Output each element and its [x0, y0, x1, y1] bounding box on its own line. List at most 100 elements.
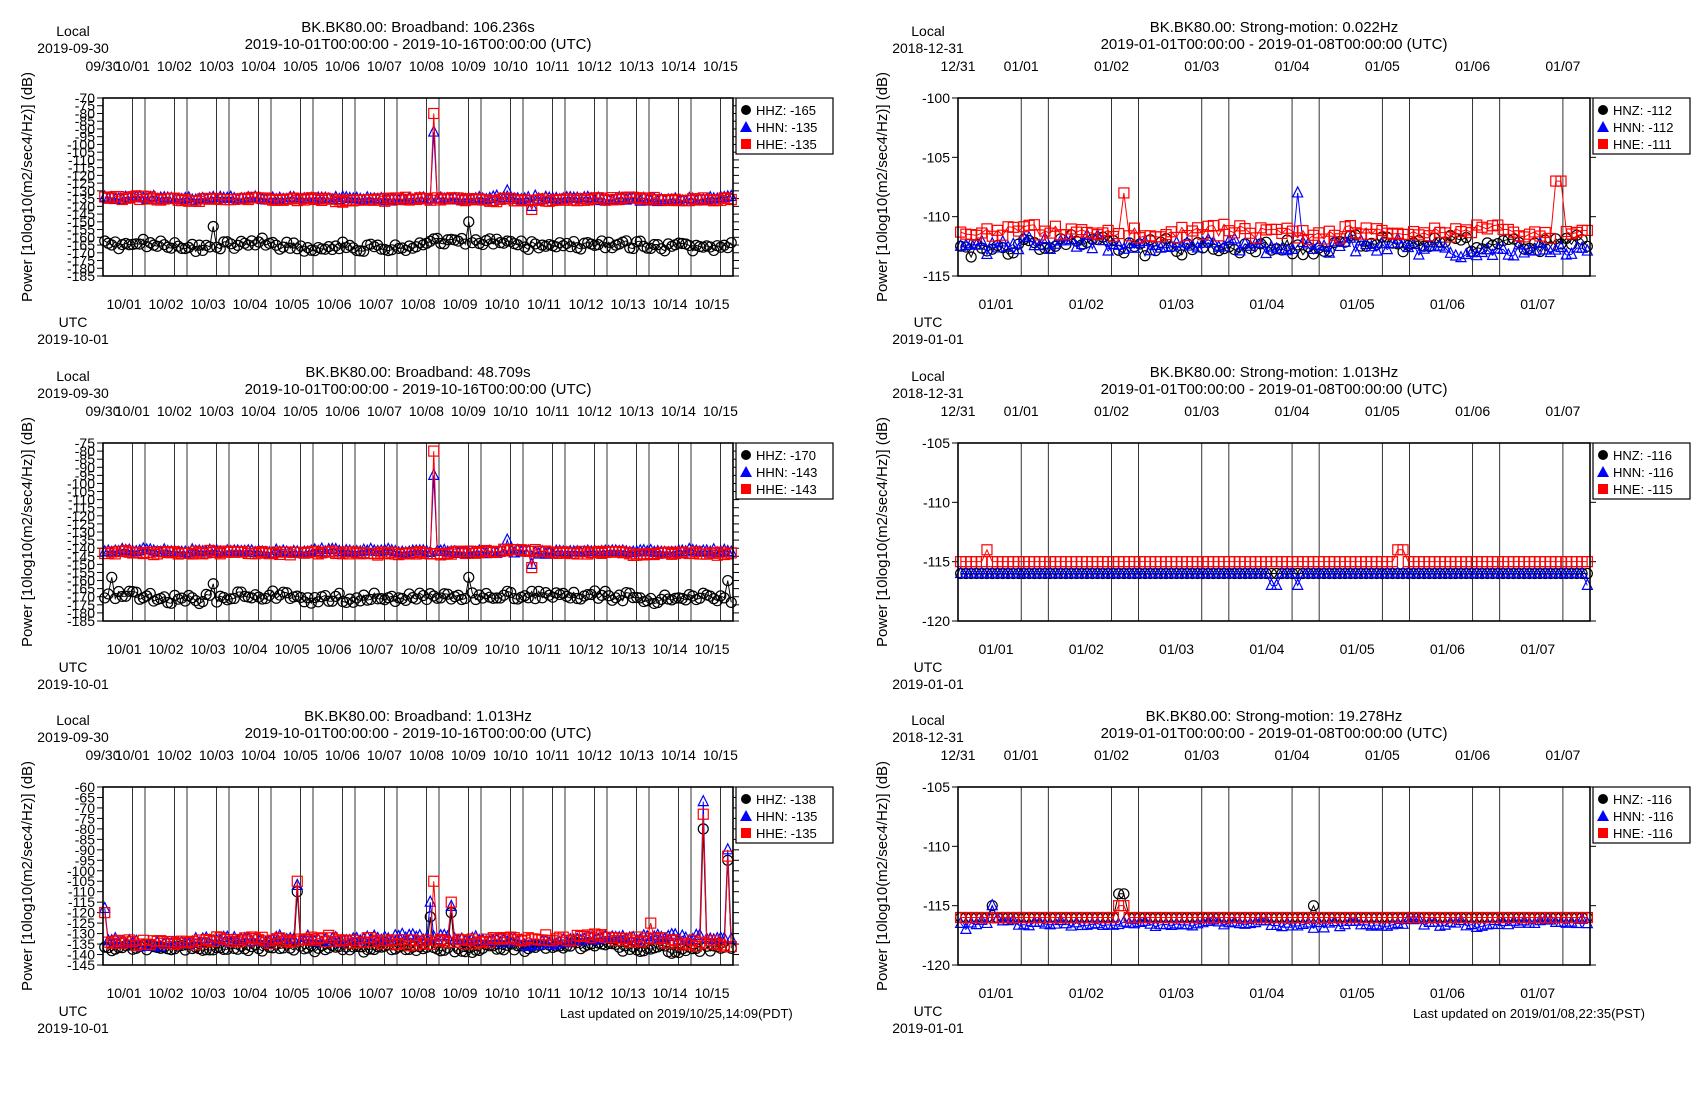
data-point: [1512, 237, 1525, 250]
local-label: Local: [56, 712, 89, 728]
y-axis-label: Power [10log10(m2/sec4/Hz)] (dB): [874, 761, 891, 991]
legend-label: HNE: -115: [1613, 482, 1673, 497]
utc-tick-label: 10/07: [358, 296, 393, 312]
data-point: [1465, 917, 1478, 930]
local-tick-label: 10/05: [283, 58, 318, 74]
data-point: [529, 593, 541, 605]
series-line: [104, 814, 732, 948]
legend-label: HHN: -143: [756, 465, 817, 480]
y-tick-label: -160: [67, 573, 95, 589]
local-tick-label: 10/04: [241, 747, 276, 763]
y-tick-label: -90: [75, 121, 95, 137]
local-tick-label: 01/01: [1004, 747, 1039, 763]
legend: HNZ: -116 HNN: -116 HNE: -116: [1592, 786, 1691, 844]
data-point: [1375, 236, 1388, 249]
data-point: [456, 232, 468, 245]
utc-tick-label: 10/05: [274, 296, 309, 312]
local-tick-label: 10/14: [661, 747, 696, 763]
data-point: [445, 899, 458, 911]
data-point: [986, 898, 999, 911]
legend: HHZ: -138 HHN: -135 HHE: -135: [735, 786, 834, 844]
data-point: [669, 592, 681, 604]
data-point: [526, 203, 538, 216]
y-tick-label: -85: [75, 451, 95, 467]
y-tick-label: -120: [922, 957, 950, 973]
data-point: [1454, 913, 1467, 926]
utc-label: UTC: [914, 1003, 943, 1019]
legend-marker: [740, 466, 752, 477]
data-point: [123, 585, 135, 597]
data-point: [186, 238, 198, 250]
data-point: [725, 237, 737, 249]
local-tick-label: 10/04: [241, 403, 276, 419]
plot-frame: [102, 442, 734, 622]
data-point: [1181, 917, 1194, 930]
local-tick-label: 10/13: [619, 58, 654, 74]
data-point: [1418, 917, 1431, 930]
utc-tick-label: 10/04: [232, 985, 267, 1001]
data-point: [996, 234, 1009, 247]
utc-date: 2019-10-01: [37, 1020, 109, 1036]
series-HNN: [954, 566, 1594, 591]
utc-label: UTC: [914, 314, 943, 330]
local-tick-label: 10/02: [157, 403, 192, 419]
data-point: [288, 237, 300, 249]
chart-title: BK.BK80.00: Strong-motion: 0.022Hz: [1150, 19, 1398, 36]
data-point: [1312, 915, 1325, 928]
data-point: [445, 896, 457, 908]
utc-tick-label: 10/05: [274, 985, 309, 1001]
local-tick-label: 01/05: [1365, 403, 1400, 419]
y-tick-label: -145: [67, 957, 95, 973]
utc-tick-label: 01/02: [1069, 985, 1104, 1001]
data-point: [239, 590, 251, 602]
utc-tick-label: 10/15: [694, 296, 729, 312]
data-point: [1491, 917, 1504, 930]
data-point: [1576, 566, 1589, 579]
chart-3: BK.BK80.00: Broadband: 48.709s2019-10-01…: [19, 364, 834, 692]
data-point: [228, 242, 240, 254]
data-point: [354, 245, 366, 257]
data-point: [1544, 232, 1557, 245]
y-tick-label: -110: [68, 492, 95, 508]
y-tick-label: -130: [67, 183, 95, 199]
data-point: [428, 445, 440, 457]
data-point: [1149, 238, 1162, 251]
y-tick-label: -90: [75, 459, 95, 475]
y-tick-label: -180: [67, 260, 95, 276]
y-tick-label: -110: [923, 209, 950, 225]
y-tick-label: -120: [67, 905, 95, 921]
utc-tick-label: 01/02: [1069, 641, 1104, 657]
legend-marker: [740, 121, 752, 132]
data-point: [1518, 245, 1531, 258]
local-tick-label: 10/06: [325, 747, 360, 763]
data-point: [1407, 237, 1420, 250]
y-tick-label: -125: [67, 516, 95, 532]
data-point: [1381, 242, 1394, 255]
y-tick-label: -175: [67, 597, 95, 613]
data-point: [721, 842, 734, 855]
data-point: [960, 241, 972, 253]
local-tick-label: 10/09: [451, 747, 486, 763]
chart-subtitle: 2019-10-01T00:00:00 - 2019-10-16T00:00:0…: [245, 725, 592, 742]
data-point: [1397, 236, 1410, 249]
local-date: 2019-09-30: [37, 729, 109, 745]
local-tick-label: 01/07: [1545, 403, 1580, 419]
local-tick-label: 10/08: [409, 58, 444, 74]
data-point: [1549, 242, 1562, 255]
data-point: [1454, 250, 1467, 263]
data-point: [1360, 917, 1373, 930]
data-point: [309, 245, 321, 257]
data-point: [624, 943, 636, 956]
series-line: [960, 905, 1588, 919]
data-point: [281, 236, 293, 248]
y-tick-label: -145: [67, 548, 95, 564]
chart-title: BK.BK80.00: Broadband: 1.013Hz: [304, 708, 532, 725]
data-point: [1117, 241, 1130, 254]
local-tick-label: 09/30: [85, 403, 120, 419]
data-point: [190, 594, 202, 607]
legend-box: [1592, 442, 1691, 500]
legend-marker: [741, 139, 751, 149]
y-tick-label: -155: [67, 222, 95, 238]
y-tick-label: -95: [75, 467, 95, 483]
data-point: [1196, 235, 1209, 248]
